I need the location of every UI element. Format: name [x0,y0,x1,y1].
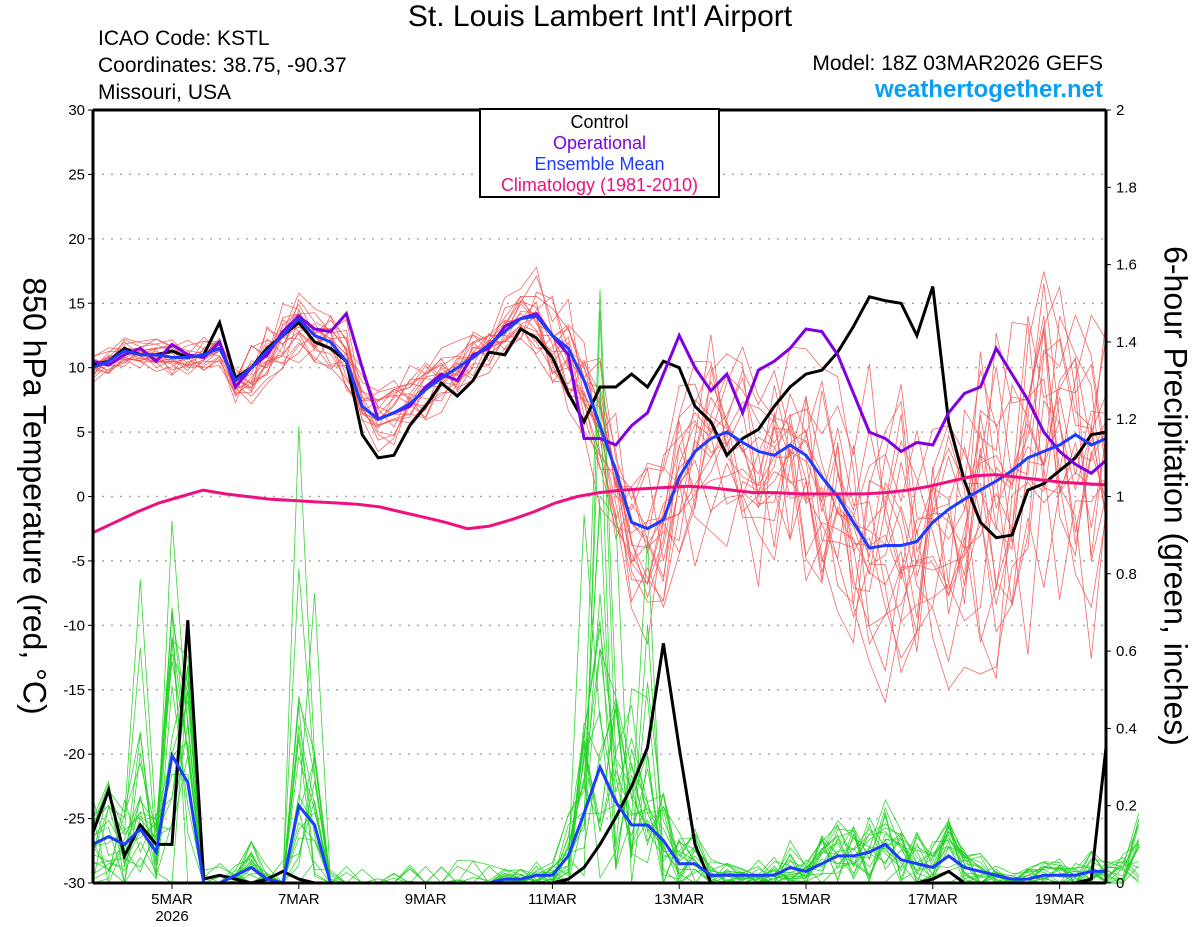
temp-member-line [92,266,1108,674]
y-tick-label-left: 10 [68,360,85,377]
y-tick-label-right: 1.4 [1116,334,1137,351]
icao-code: ICAO Code: KSTL [98,27,270,50]
y-tick-label-left: 15 [68,295,85,312]
y-tick-label-left: -30 [63,875,85,892]
y-tick-label-left: 30 [68,102,85,119]
x-tick-label: 15MAR [781,891,831,908]
precip-member-line [92,310,1140,884]
temp-member-line [92,315,1108,586]
series-lines [91,286,1108,885]
y-tick-label-left: -15 [63,682,85,699]
y-tick-label-left: 5 [77,424,85,441]
x-tick-label: 17MAR [908,891,958,908]
y-tick-label-right: 2 [1116,102,1124,119]
chart-title: St. Louis Lambert Int'l Airport [407,0,793,33]
x-tick-label: 7MAR [278,891,320,908]
climatology-line [92,473,1107,534]
x-tick-sublabel: 2026 [155,908,188,925]
legend-entry: Control [570,112,628,132]
temp-member-line [92,275,1108,646]
x-tick-label: 9MAR [405,891,447,908]
x-tick-label: 11MAR [528,891,577,908]
legend-box [479,108,720,198]
y-tick-label-right: 0.6 [1116,643,1137,660]
precip-member-line [92,568,1140,884]
model-run: Model: 18Z 03MAR2026 GEFS [812,52,1103,75]
y-tick-label-left: 0 [77,489,85,506]
y-tick-label-left: 20 [68,231,85,248]
x-tick-label: 19MAR [1035,891,1085,908]
ensemble-mean-temperature-line [92,314,1107,550]
y-tick-label-left: -5 [72,553,85,570]
temp-member-line [92,295,1108,660]
legend-entry: Ensemble Mean [534,154,664,174]
x-tick-label: 13MAR [654,891,704,908]
x-tick-label: 5MAR [151,891,193,908]
temp-member-line [92,312,1108,673]
y-tick-label-right: 1.8 [1116,179,1137,196]
temp-member-line [92,313,1108,679]
precip-member-line [92,494,1140,884]
y-tick-label-left: -10 [63,617,85,634]
y-tick-label-right: 1.2 [1116,411,1137,428]
operational-temperature-line [92,310,1107,476]
temp-member-line [92,323,1108,597]
y-tick-label-left: -20 [63,746,85,763]
legend-entry: Operational [553,133,646,153]
coordinates: Coordinates: 38.75, -90.37 [98,54,347,77]
y-tick-label-left: -25 [63,811,85,828]
temp-member-line [92,292,1108,633]
y-tick-label-right: 0.2 [1116,798,1137,815]
ensemble-members [92,266,1140,885]
y-tick-label-right: 1 [1116,489,1124,506]
y-tick-label-left: 25 [68,166,85,183]
ensemble-mean-precip-line [92,751,1108,885]
y-tick-label-right: 1.6 [1116,257,1137,274]
y-tick-label-right: 0.4 [1116,720,1137,737]
region: Missouri, USA [98,81,232,104]
precip-member-line [92,520,1140,884]
y-tick-label-right: 0 [1116,875,1124,892]
site-link[interactable]: weathertogether.net [874,76,1103,103]
control-precip-line [91,620,1108,885]
legend-entry: Climatology (1981-2010) [501,175,698,195]
y-tick-label-right: 0.8 [1116,566,1137,583]
ticks: 302520151050-5-10-15-20-25-3021.81.61.41… [63,102,1137,925]
